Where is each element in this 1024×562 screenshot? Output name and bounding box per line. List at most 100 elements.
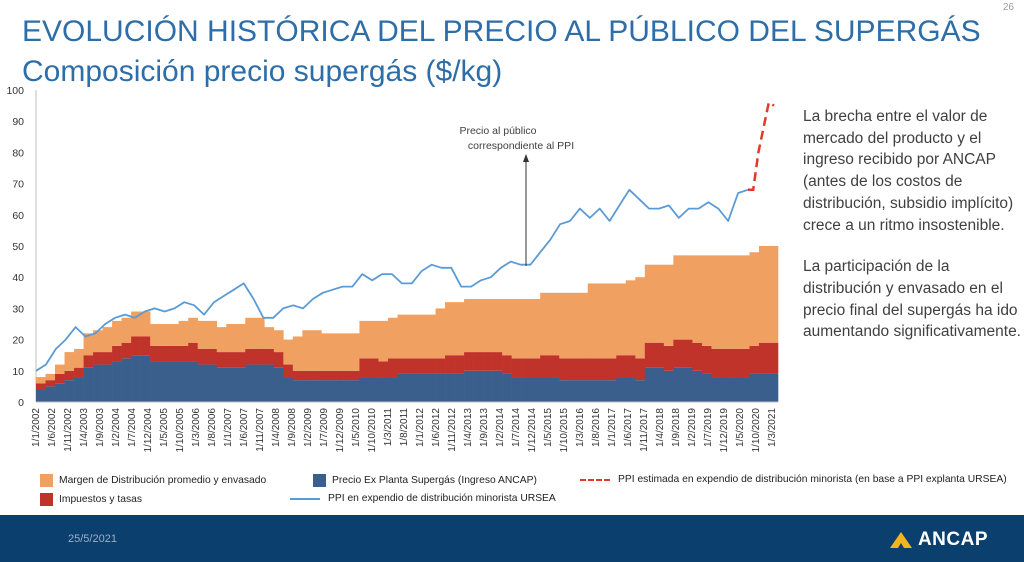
- bar-taxes: [540, 355, 550, 378]
- bar-ex-planta: [45, 386, 56, 402]
- chart-legend: Margen de Distribución promedio y envasa…: [40, 472, 1024, 512]
- bar-margin: [36, 377, 46, 384]
- bar-taxes: [407, 358, 417, 374]
- bar-taxes: [245, 348, 256, 365]
- bar-margin: [758, 246, 769, 343]
- bar-margin: [140, 311, 151, 337]
- bar-taxes: [644, 342, 655, 368]
- bar-margin: [445, 302, 455, 356]
- bar-ex-planta: [625, 377, 636, 402]
- bar-margin: [302, 330, 313, 371]
- bar-taxes: [587, 358, 598, 381]
- y-axis: 0 10 20 30 40 50 60 70 80 90 100: [6, 85, 37, 409]
- slide-subtitle: Composición precio supergás ($/kg): [22, 55, 503, 88]
- ppi-line: [35, 188, 749, 372]
- bar-ex-planta: [387, 377, 398, 402]
- bar-margin: [502, 299, 512, 356]
- legend-swatch-taxes: [40, 493, 53, 506]
- x-tick-label: 1/9/2018: [671, 408, 682, 447]
- bar-taxes: [654, 342, 665, 368]
- bar-margin: [121, 317, 132, 343]
- y-tick-label: 50: [12, 241, 24, 253]
- bar-ex-planta: [549, 377, 560, 402]
- x-tick-label: 1/10/2010: [367, 408, 378, 453]
- bar-ex-planta: [739, 377, 750, 402]
- bar-margin: [625, 280, 636, 356]
- bar-taxes: [197, 348, 208, 365]
- bar-margin: [150, 324, 160, 346]
- bar-taxes: [502, 355, 512, 374]
- bar-ex-planta: [464, 370, 474, 402]
- x-tick-label: 1/2/2009: [303, 408, 314, 447]
- y-tick-label: 90: [12, 116, 24, 128]
- bar-margin: [292, 336, 303, 371]
- bar-ex-planta: [378, 377, 389, 402]
- bar-margin: [568, 292, 579, 359]
- bar-margin: [644, 264, 655, 343]
- x-tick-label: 1/12/2014: [527, 408, 538, 453]
- annotation-layer: Precio al público correspondiente al PPI: [459, 125, 574, 266]
- bar-ex-planta: [521, 377, 531, 402]
- bar-taxes: [758, 342, 769, 374]
- bar-ex-planta: [426, 373, 436, 402]
- lines-layer: [35, 100, 775, 372]
- ancap-logo-text: ANCAP: [917, 529, 988, 550]
- y-tick-label: 70: [12, 179, 24, 191]
- bar-taxes: [435, 358, 446, 374]
- bar-ex-planta: [321, 380, 332, 402]
- commentary-paragraph-1: La brecha entre el valor de mercado del …: [803, 108, 1014, 234]
- bar-ex-planta: [616, 377, 627, 402]
- bar-ex-planta: [283, 377, 294, 402]
- bar-ex-planta: [559, 380, 570, 402]
- bar-taxes: [330, 370, 341, 381]
- x-tick-label: 1/1/2017: [607, 408, 618, 447]
- x-tick-label: 1/10/2020: [751, 408, 762, 453]
- ancap-logo-icon: [889, 532, 912, 548]
- bars-layer: [36, 246, 779, 402]
- x-tick-label: 1/5/2015: [543, 408, 554, 447]
- bar-ex-planta: [74, 377, 84, 402]
- bar-taxes: [464, 352, 474, 371]
- bar-ex-planta: [359, 377, 370, 402]
- bar-taxes: [749, 345, 760, 374]
- bar-taxes: [188, 342, 199, 362]
- bar-margin: [330, 333, 341, 371]
- bar-margin: [492, 299, 503, 353]
- bar-taxes: [254, 348, 265, 365]
- bar-margin: [426, 314, 436, 359]
- bar-taxes: [426, 358, 436, 374]
- bar-taxes: [397, 358, 408, 374]
- bar-margin: [597, 283, 608, 359]
- x-tick-label: 1/6/2012: [431, 408, 442, 447]
- bar-margin: [368, 320, 379, 359]
- bar-margin: [359, 320, 370, 359]
- bar-ex-planta: [663, 370, 674, 402]
- bar-taxes: [568, 358, 579, 381]
- y-tick-label: 20: [12, 335, 24, 347]
- bar-ex-planta: [473, 370, 484, 402]
- bar-ex-planta: [140, 355, 151, 402]
- bar-margin: [540, 292, 550, 356]
- ppi-estimated-line: [748, 100, 775, 192]
- x-tick-label: 1/12/2019: [719, 408, 730, 453]
- bar-taxes: [606, 358, 617, 381]
- legend-item-margin: Margen de Distribución promedio y envasa…: [40, 474, 266, 487]
- bar-margin: [616, 283, 627, 356]
- bar-taxes: [511, 358, 522, 378]
- x-tick-label: 1/11/2012: [447, 408, 458, 452]
- x-tick-label: 1/5/2020: [735, 408, 746, 447]
- bar-taxes: [131, 336, 141, 356]
- bar-margin: [311, 330, 322, 371]
- bar-margin: [587, 283, 598, 359]
- bar-taxes: [559, 358, 570, 381]
- x-tick-label: 1/2/2014: [495, 408, 506, 447]
- bar-taxes: [378, 361, 389, 378]
- x-tick-label: 1/9/2008: [287, 408, 298, 447]
- bar-ex-planta: [55, 383, 65, 402]
- x-tick-label: 1/4/2008: [271, 408, 282, 447]
- legend-swatch-base: [313, 474, 326, 487]
- bar-ex-planta: [445, 373, 455, 402]
- bar-margin: [416, 314, 427, 359]
- bar-taxes: [768, 342, 779, 374]
- bar-ex-planta: [758, 373, 769, 402]
